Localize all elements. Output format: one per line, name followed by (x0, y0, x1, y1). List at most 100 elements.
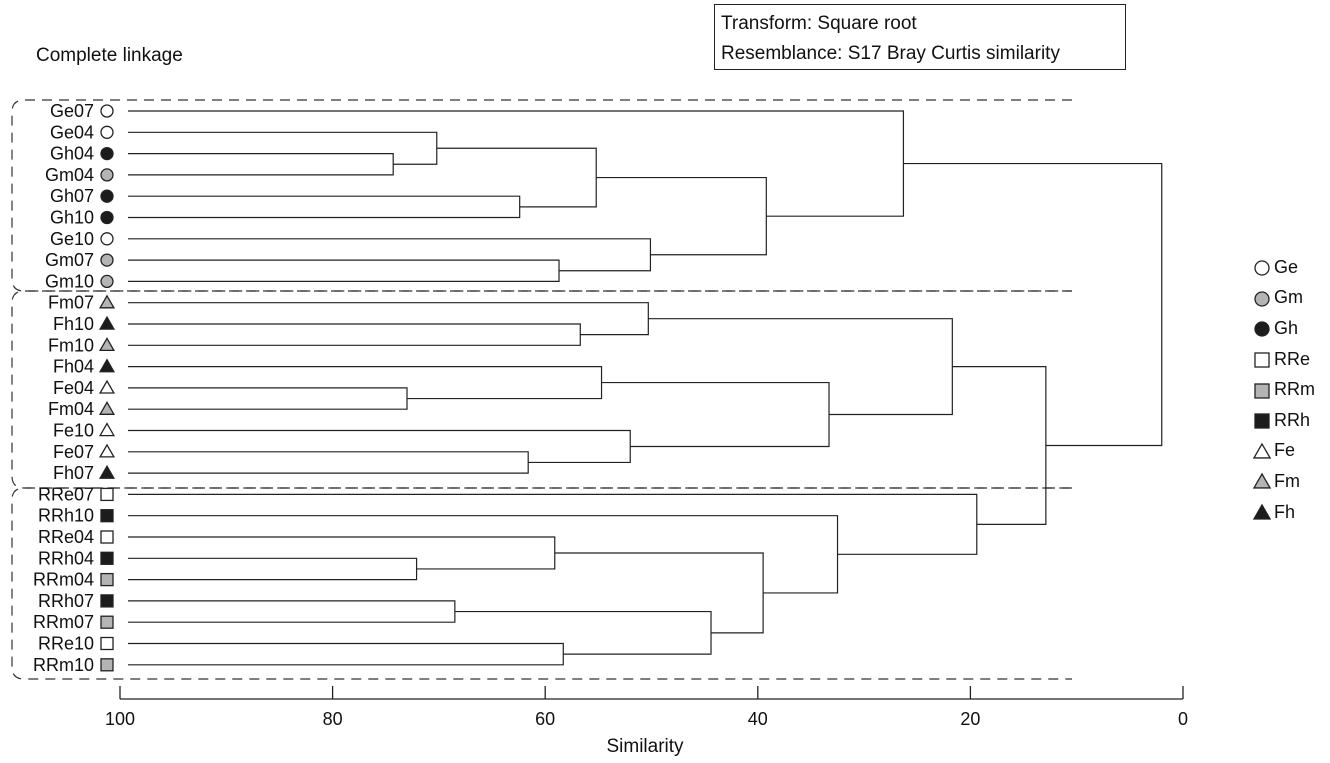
leaf-marker (98, 422, 116, 437)
merge-branch (128, 110, 905, 217)
merge-branch (436, 147, 597, 208)
leaf-label: Fe10 (53, 421, 94, 441)
leaf-marker (98, 315, 116, 330)
leaf-label: RRe04 (38, 527, 94, 547)
legend-label: RRh (1274, 409, 1311, 430)
triangle-icon (1252, 442, 1272, 459)
legend-marker (1254, 383, 1270, 399)
merge-branch (601, 381, 830, 448)
legend-label: RRe (1274, 348, 1311, 369)
merge-branch (554, 552, 764, 634)
merge-branch (596, 176, 767, 256)
x-tick-label: 40 (748, 709, 768, 729)
leaf-marker (100, 487, 114, 502)
leaf-marker (100, 658, 114, 672)
legend-marker (1254, 260, 1270, 276)
merge-branch (952, 366, 1047, 525)
leaf-marker (98, 443, 116, 458)
x-tick-label: 80 (323, 709, 343, 729)
legend-marker (1252, 442, 1272, 459)
legend-marker (1254, 321, 1270, 338)
circle-icon (1254, 260, 1270, 276)
leaf-marker (98, 358, 116, 373)
similarity-axis: 100 80 60 40 20 0 (105, 686, 1188, 729)
x-tick-label: 0 (1178, 709, 1188, 729)
legend-label: Gh (1274, 317, 1299, 338)
legend-item-gh: Gh (1252, 313, 1330, 344)
leaf-marker (100, 168, 114, 182)
triangle-icon (1252, 473, 1272, 490)
leaf-marker (100, 530, 114, 544)
group-boxes (11, 99, 1072, 680)
leaf-marker (100, 104, 114, 118)
leaf-marker (100, 594, 114, 608)
legend-item-ge: Ge (1252, 252, 1330, 283)
leaf-label: Gm04 (45, 165, 94, 185)
leaf-marker (100, 572, 114, 587)
merge-branch (128, 302, 649, 336)
leaf-label: RRh10 (38, 506, 94, 526)
leaf-label: Fm10 (48, 335, 94, 355)
square-icon (1254, 413, 1270, 429)
merge-branch (128, 195, 521, 219)
merge-branch (128, 642, 564, 666)
resemblance-text: Resemblance: S17 Bray Curtis similarity (721, 43, 1060, 64)
legend-label: Ge (1274, 256, 1299, 277)
legend-item-fe: Fe (1252, 436, 1330, 467)
merge-branch (128, 153, 394, 176)
group-f-outline (11, 290, 1072, 489)
legend-item-rrh: RRh (1252, 405, 1330, 436)
leaf-label: Ge07 (50, 101, 94, 121)
merge-branch (128, 387, 408, 410)
merge-branch (903, 162, 1163, 447)
legend-label: RRm (1274, 379, 1315, 400)
merge-branch (128, 493, 978, 555)
leaf-marker (100, 189, 114, 203)
group-rr-outline (11, 487, 1072, 680)
merge-branch (128, 515, 839, 594)
legend-label: Fh (1274, 501, 1296, 522)
leaf-marker (98, 379, 116, 394)
leaf-label: Fm04 (48, 399, 94, 419)
merge-branch (128, 600, 456, 623)
merge-branch (128, 366, 603, 400)
leaf-label: Fe04 (53, 378, 94, 398)
legend-marker (1252, 473, 1272, 490)
x-axis-title: Similarity (606, 736, 684, 757)
leaf-label: Ge04 (50, 122, 94, 142)
dendrogram-branches (128, 110, 1163, 666)
leaf-marker (100, 232, 114, 246)
circle-icon (1254, 321, 1270, 338)
legend-item-fm: Fm (1252, 466, 1330, 497)
merge-branch (128, 451, 529, 474)
leaf-marker (100, 636, 114, 651)
leaf-marker (98, 337, 116, 352)
leaf-marker (100, 125, 114, 139)
leaf-label: Gh10 (50, 208, 94, 228)
legend-label: Fm (1274, 470, 1300, 491)
legend: Ge Gm Gh RRe RRm RRh Fe Fm Fh (1252, 252, 1330, 527)
leaf-marker (100, 146, 114, 161)
merge-branch (454, 610, 712, 655)
legend-item-fh: Fh (1252, 497, 1330, 528)
leaf-marker (100, 551, 114, 565)
leaf-label: Gm10 (45, 271, 94, 291)
legend-label: Gm (1274, 287, 1303, 308)
leaf-marker (100, 274, 114, 289)
x-tick-label: 20 (960, 709, 980, 729)
x-tick-label: 60 (535, 709, 555, 729)
x-tick-label: 100 (105, 709, 135, 729)
legend-marker (1254, 413, 1270, 429)
merge-branch (128, 429, 631, 464)
merge-branch (128, 557, 418, 581)
group-g-outline (11, 99, 1072, 292)
merge-branch (128, 259, 560, 282)
leaf-label: RRm04 (33, 570, 94, 590)
legend-marker (1254, 291, 1270, 307)
leaf-marker (100, 509, 114, 523)
legend-item-gm: Gm (1252, 283, 1330, 314)
leaf-label: RRe10 (38, 634, 94, 654)
leaf-label: Fh04 (53, 357, 94, 377)
square-icon (1254, 352, 1270, 368)
